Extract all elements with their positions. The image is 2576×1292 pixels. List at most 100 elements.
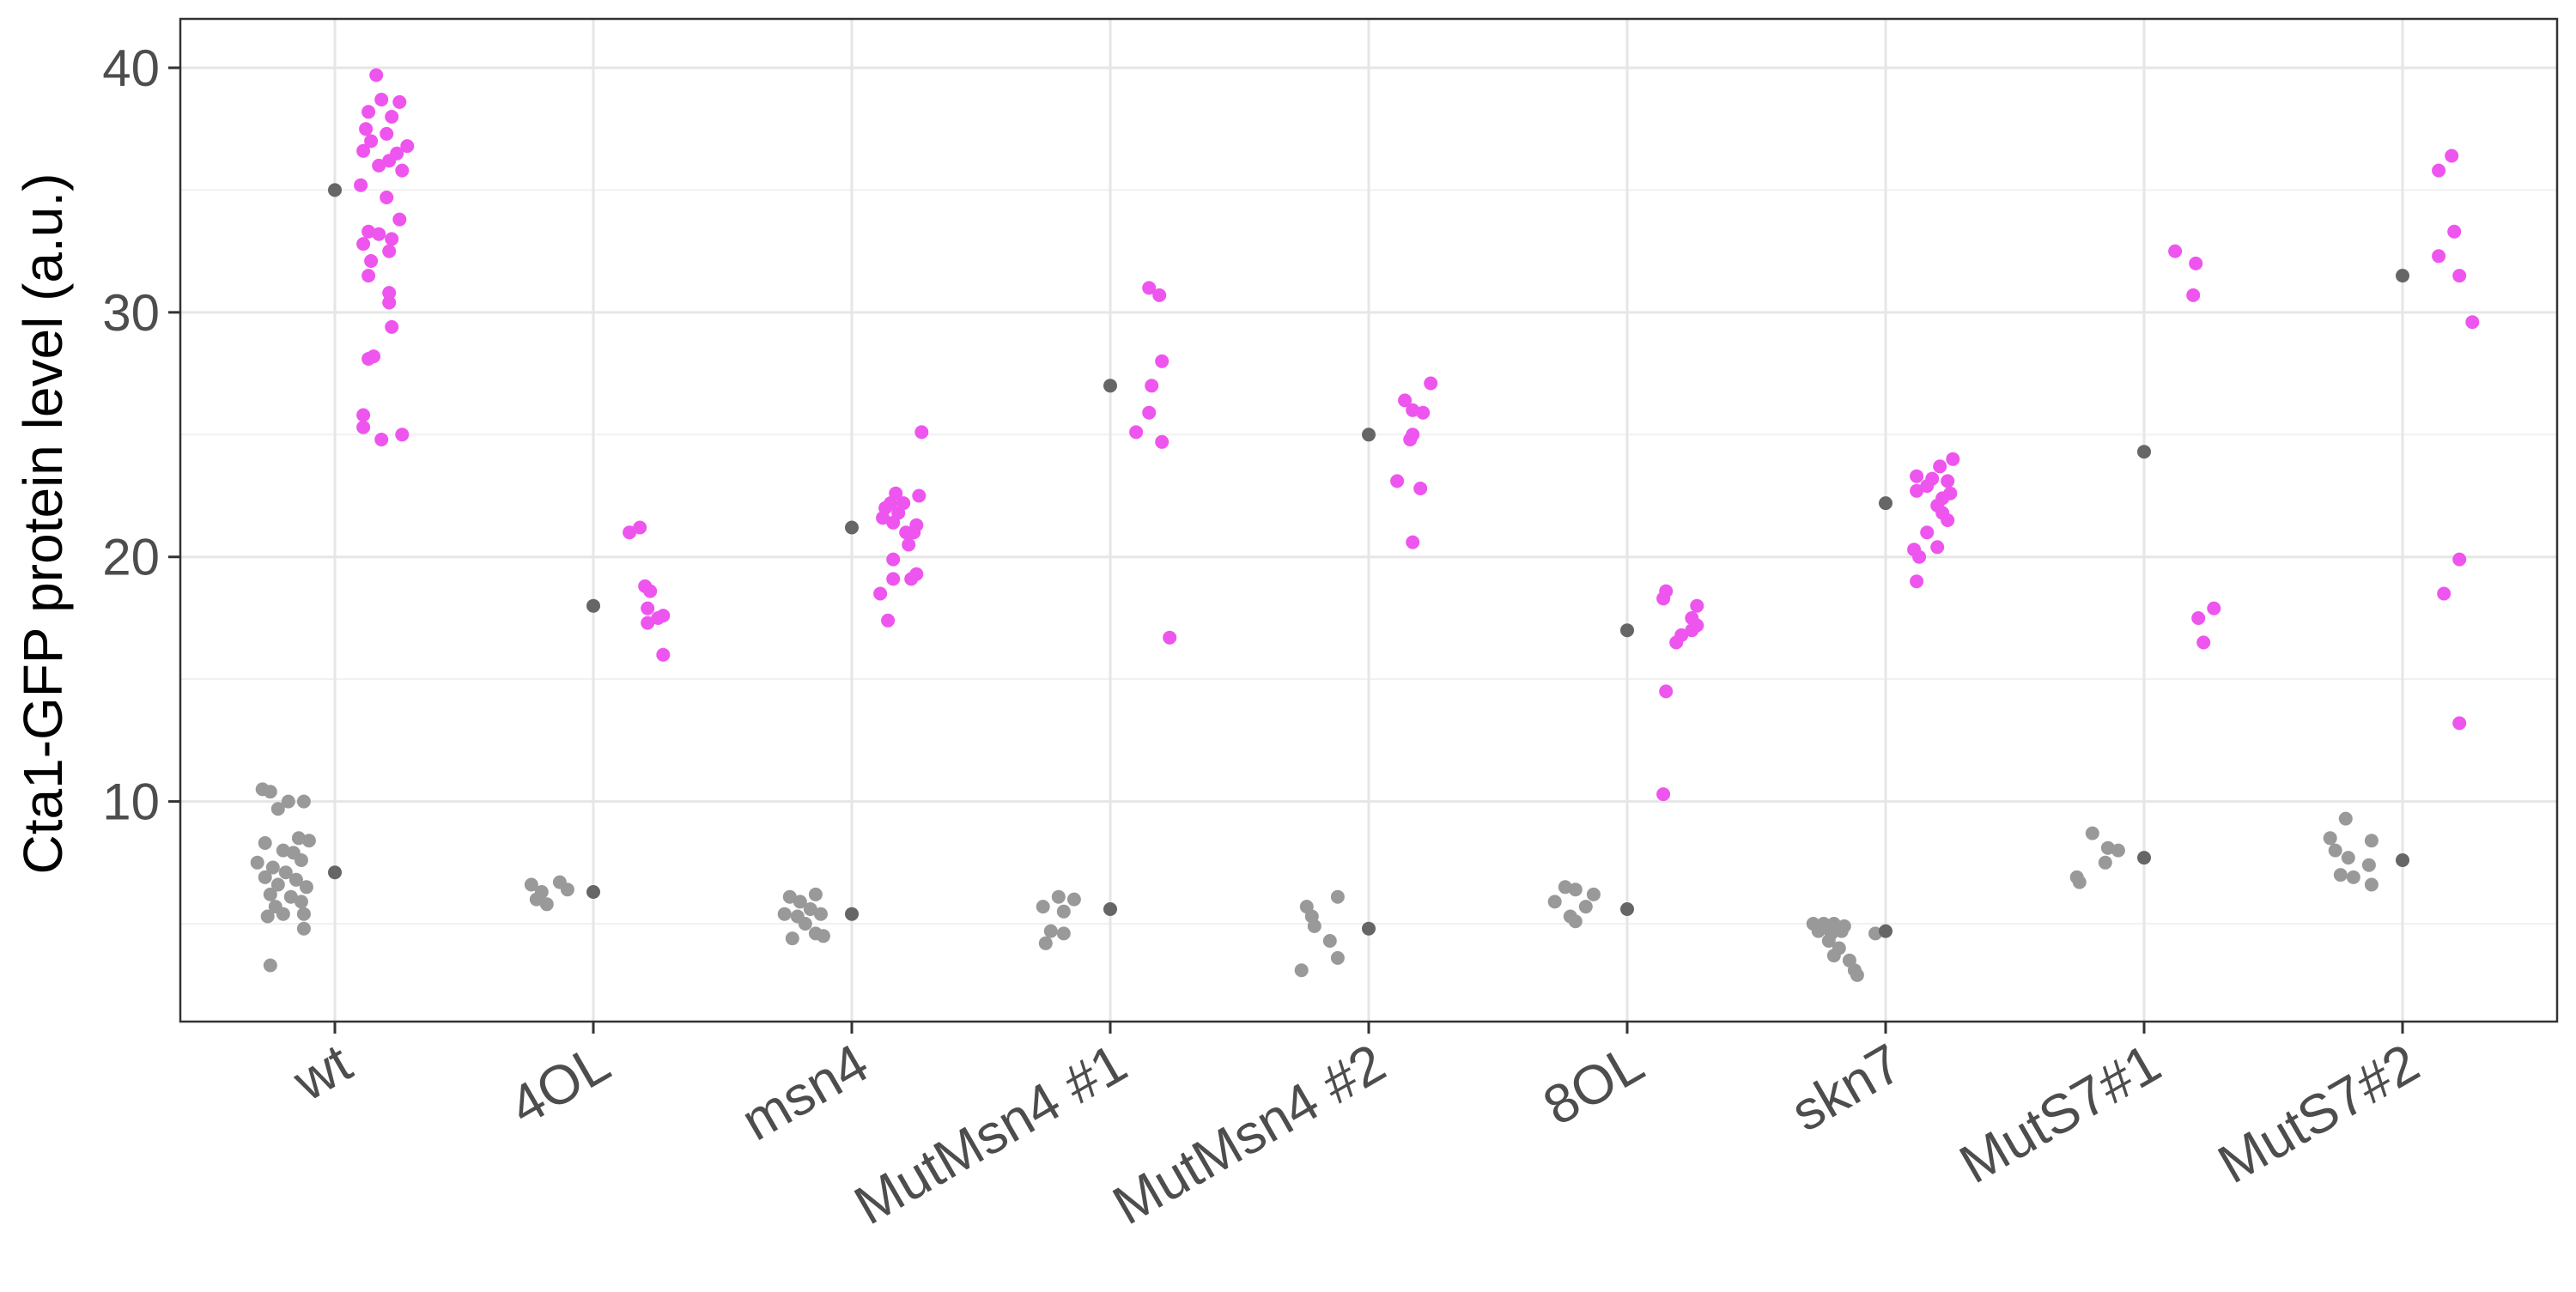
data-point-basal [294, 895, 308, 909]
data-point-induced [395, 428, 410, 442]
data-point-induced [1659, 684, 1674, 699]
data-point-induced [656, 647, 671, 662]
data-point-induced [876, 511, 890, 525]
data-point-basal [1811, 924, 1826, 938]
data-point-basal [276, 907, 290, 921]
data-point-basal [283, 889, 298, 904]
data-point-basal [2098, 855, 2112, 870]
data-point-induced [1145, 379, 1159, 393]
data-point-basal [777, 907, 792, 921]
data-point-basal [2111, 843, 2125, 858]
data-point-induced [1910, 574, 1924, 589]
data-point-basal [1036, 900, 1050, 914]
data-point-median [1620, 623, 1634, 638]
data-point-basal [1038, 936, 1053, 950]
data-point-basal [798, 917, 812, 931]
data-point-basal [263, 958, 277, 973]
data-point-basal [803, 902, 817, 916]
data-point-induced [392, 94, 407, 109]
data-point-induced [385, 110, 399, 124]
data-point-induced [2445, 149, 2459, 163]
data-point-induced [382, 286, 397, 300]
data-point-basal [524, 877, 538, 892]
data-point-induced [361, 224, 376, 239]
data-point-basal [2100, 840, 2115, 855]
data-point-induced [2452, 552, 2467, 567]
data-point-basal [2364, 834, 2379, 848]
data-point-induced [1406, 403, 1420, 417]
data-point-basal [1568, 914, 1583, 929]
data-point-median [1620, 902, 1634, 916]
data-point-median [1879, 924, 1893, 938]
data-point-induced [904, 572, 919, 586]
data-point-induced [1685, 623, 1699, 638]
data-point-induced [886, 515, 901, 530]
data-point-median [586, 885, 600, 899]
data-point-median [845, 907, 859, 921]
data-point-induced [1413, 482, 1428, 495]
data-point-induced [1946, 452, 1960, 466]
data-point-induced [356, 408, 371, 422]
data-point-induced [1142, 405, 1157, 420]
data-point-basal [258, 870, 272, 884]
data-point-induced [651, 611, 665, 625]
data-point-induced [372, 227, 386, 241]
data-point-induced [356, 143, 371, 158]
data-point-induced [361, 352, 376, 366]
data-point-induced [1669, 635, 1684, 650]
data-point-induced [1129, 425, 1144, 440]
data-point-induced [372, 158, 386, 173]
data-point-basal [2328, 843, 2342, 858]
data-point-induced [354, 178, 368, 192]
data-point-induced [382, 154, 397, 168]
data-point-induced [395, 163, 410, 178]
data-point-induced [912, 488, 927, 503]
data-point-basal [289, 872, 303, 887]
data-point-induced [2186, 288, 2201, 302]
data-point-induced [1398, 393, 1413, 408]
data-point-basal [296, 907, 311, 921]
data-point-induced [1406, 535, 1420, 549]
data-point-basal [296, 794, 311, 809]
data-point-induced [374, 93, 389, 106]
data-point-induced [1656, 591, 1671, 606]
data-point-induced [2189, 256, 2203, 270]
data-point-basal [281, 794, 295, 809]
data-point-basal [250, 855, 264, 870]
data-point-basal [785, 931, 799, 946]
data-point-induced [369, 68, 384, 82]
data-point-induced [1920, 525, 1935, 540]
data-point-induced [364, 134, 379, 149]
data-point-induced [623, 525, 637, 540]
data-point-basal [539, 897, 554, 912]
data-point-induced [2207, 601, 2221, 616]
data-point-induced [1163, 630, 1177, 645]
y-tick-label: 40 [102, 39, 160, 97]
data-point-basal [1043, 924, 1058, 938]
data-point-induced [914, 425, 929, 440]
data-point-induced [1155, 354, 1170, 368]
data-point-basal [1547, 895, 1562, 909]
data-point-basal [2333, 868, 2348, 883]
data-point-induced [380, 126, 394, 141]
data-point-basal [1056, 904, 1071, 919]
data-point-induced [385, 232, 399, 246]
data-point-basal [299, 880, 313, 895]
data-point-induced [1941, 513, 1955, 527]
data-point-induced [1912, 549, 1927, 564]
data-point-median [2396, 853, 2409, 867]
data-point-median [586, 598, 600, 613]
data-point-basal [529, 892, 544, 907]
data-point-induced [359, 122, 374, 136]
data-point-basal [296, 921, 311, 936]
data-point-basal [2085, 826, 2099, 840]
data-point-median [1362, 921, 1376, 936]
data-point-basal [1586, 887, 1601, 901]
data-point-basal [1307, 919, 1321, 933]
data-point-median [1103, 902, 1117, 916]
data-point-basal [560, 883, 574, 897]
data-point-basal [1066, 892, 1081, 907]
